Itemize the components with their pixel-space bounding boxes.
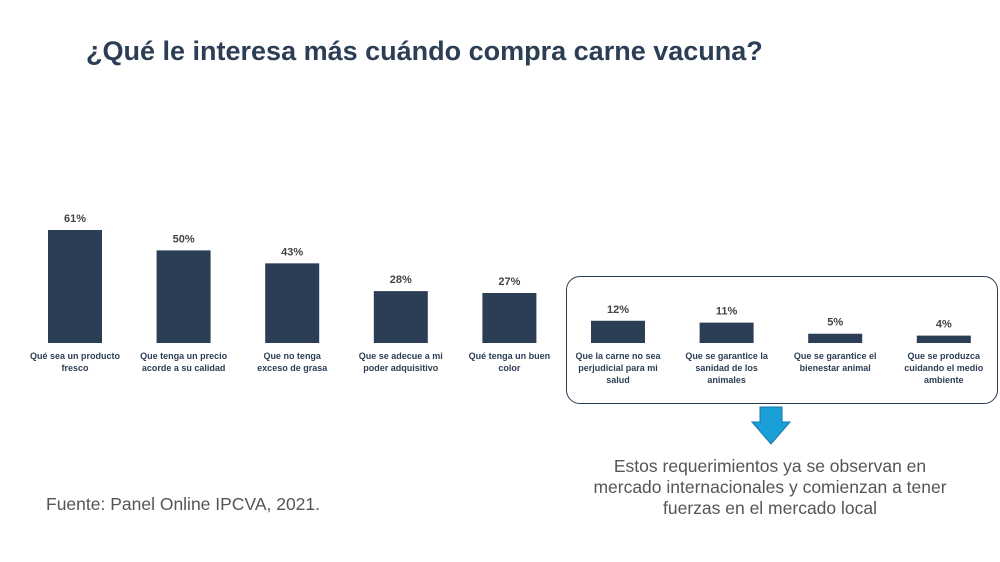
- bar: [591, 320, 645, 343]
- category-label: Que la carne no sea perjudicial para mi sa…: [575, 351, 661, 385]
- category-label: Qué tenga un buen color: [469, 351, 551, 373]
- category-label: Que se adecue a mi poder adquisitivo: [359, 351, 443, 373]
- bar: [265, 263, 320, 343]
- highlight-group-box: [566, 276, 998, 404]
- note-line: Estos requerimientos ya se observan en: [613, 456, 927, 476]
- bar: [916, 335, 971, 343]
- chart-title: ¿Qué le interesa más cuándo compra carne…: [86, 36, 763, 66]
- note-line: mercado internacionales y comienzan a te…: [593, 477, 947, 497]
- category-label: Que no tenga exceso de grasa: [257, 351, 328, 373]
- bar-value-label: 61%: [64, 213, 86, 225]
- down-arrow-icon: [751, 406, 791, 445]
- observation-note: Estos requerimientos ya se observan en m…: [520, 456, 1000, 519]
- bar-value-label: 12%: [607, 304, 629, 316]
- bar-value-label: 27%: [498, 276, 520, 288]
- bar: [48, 230, 102, 343]
- bar-value-label: 5%: [827, 317, 843, 329]
- bar-value-label: 43%: [281, 246, 303, 258]
- bar: [808, 333, 863, 343]
- category-label: Que se garantice la sanidad de los animale…: [685, 351, 769, 385]
- category-label: Que tenga un precio acorde a su calidad: [140, 351, 228, 373]
- note-line: fuerzas en el mercado local: [663, 498, 877, 518]
- bar: [373, 291, 428, 343]
- source-citation: Fuente: Panel Online IPCVA, 2021.: [46, 494, 321, 514]
- bar-value-label: 50%: [173, 233, 195, 245]
- bar: [482, 292, 537, 343]
- bar-value-label: 11%: [716, 306, 738, 318]
- category-label: Qué sea un producto fresco: [30, 351, 121, 373]
- bar-value-label: 4%: [936, 319, 952, 331]
- bar: [156, 250, 211, 343]
- category-label: Que se produzca cuidando el medio ambiente: [904, 351, 984, 385]
- bar-value-label: 28%: [390, 274, 412, 286]
- category-label: Que se garantice el bienestar animal: [794, 351, 877, 373]
- bar: [699, 322, 754, 343]
